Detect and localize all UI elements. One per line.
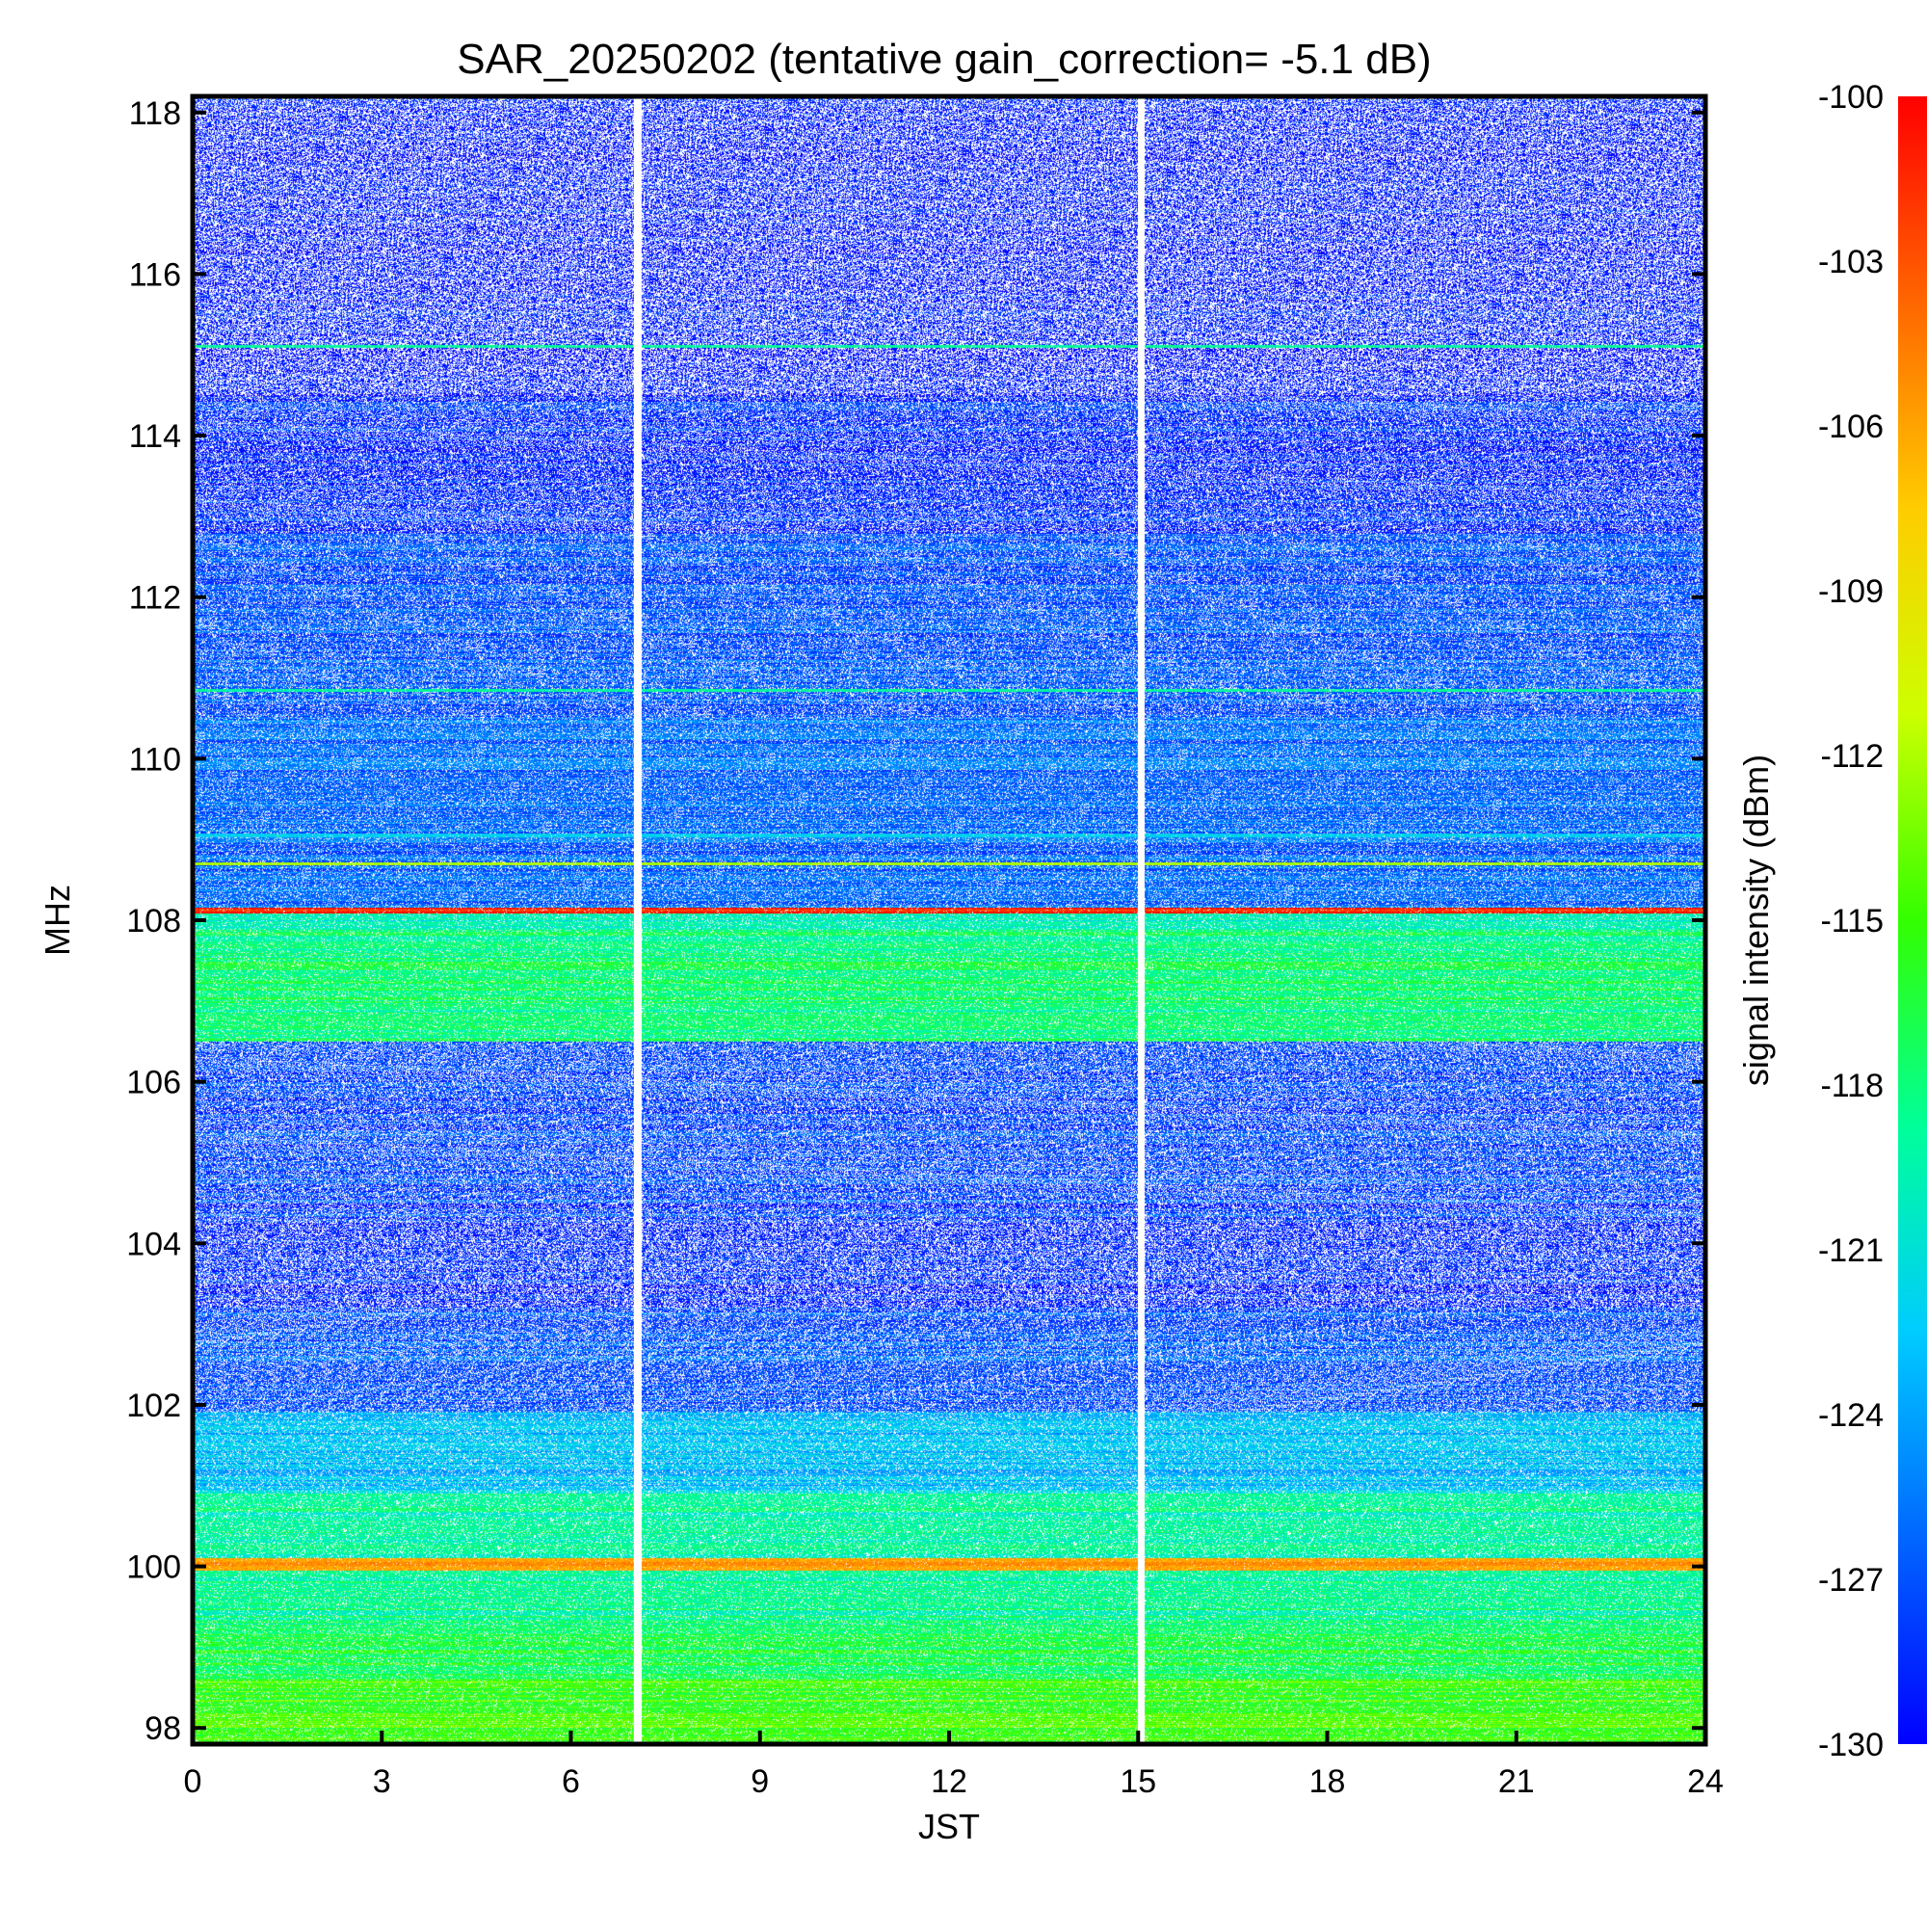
- colorbar-tick-label: -115: [1820, 903, 1884, 940]
- colorbar-label: signal intensity (dBm): [1736, 754, 1776, 1086]
- x-tick-label: 6: [562, 1763, 580, 1800]
- colorbar-ticks: -100 -103 -106 -109 -112 -115 -118 -121 -124 -127…: [1818, 79, 1884, 1763]
- x-tick-label: 3: [373, 1763, 391, 1800]
- x-tick-label: 12: [931, 1763, 967, 1800]
- y-tick-label: 118: [129, 95, 181, 132]
- y-tick-label: 116: [129, 256, 181, 293]
- x-tick-label: 9: [751, 1763, 769, 1800]
- y-tick-label: 110: [129, 741, 181, 778]
- x-tick-label: 21: [1498, 1763, 1535, 1800]
- y-tick-label: 108: [126, 903, 181, 940]
- data-gap-1: [1138, 96, 1145, 1744]
- x-tick-label: 15: [1120, 1763, 1156, 1800]
- colorbar-tick-label: -127: [1818, 1562, 1884, 1599]
- colorbar-tick-label: -130: [1818, 1727, 1884, 1763]
- colorbar: -100 -103 -106 -109 -112 -115 -118 -121 -124 -127…: [1818, 79, 1927, 1763]
- x-tick-label: 0: [184, 1763, 202, 1800]
- colorbar-tick-label: -124: [1818, 1397, 1884, 1434]
- chart-title: SAR_20250202 (tentative gain_correction=…: [457, 36, 1431, 83]
- colorbar-tick-label: -103: [1818, 244, 1884, 280]
- x-axis-ticks: 0 3 6 9 12 15 18 21 24: [184, 1731, 1724, 1800]
- colorbar-tick-label: -112: [1820, 738, 1884, 775]
- y-tick-label: 100: [126, 1549, 181, 1586]
- colorbar-tick-label: -106: [1818, 409, 1884, 445]
- y-tick-label: 106: [126, 1065, 181, 1101]
- data-gap-layer: [633, 96, 1145, 1744]
- x-axis-label: JST: [918, 1807, 980, 1846]
- y-tick-label: 98: [145, 1710, 181, 1747]
- data-gap-0: [633, 96, 642, 1744]
- colorbar-tick-label: -118: [1820, 1068, 1884, 1104]
- x-tick-label: 24: [1687, 1763, 1724, 1800]
- y-axis-ticks: 98 100 102 104 106 108 110 112 114 116 118: [126, 95, 1705, 1747]
- colorbar-gradient: [1898, 96, 1927, 1744]
- y-tick-label: 102: [126, 1388, 181, 1424]
- y-tick-label: 104: [126, 1226, 181, 1262]
- colorbar-tick-label: -109: [1818, 573, 1884, 610]
- colorbar-tick-label: -121: [1818, 1232, 1884, 1269]
- heatmap-layer: [193, 96, 1705, 1744]
- y-tick-label: 112: [129, 580, 181, 617]
- x-tick-label: 18: [1309, 1763, 1346, 1800]
- y-tick-label: 114: [129, 418, 181, 455]
- y-axis-label: MHz: [38, 885, 77, 956]
- heatmap-raster: [193, 96, 1705, 1744]
- colorbar-tick-label: -100: [1818, 79, 1884, 116]
